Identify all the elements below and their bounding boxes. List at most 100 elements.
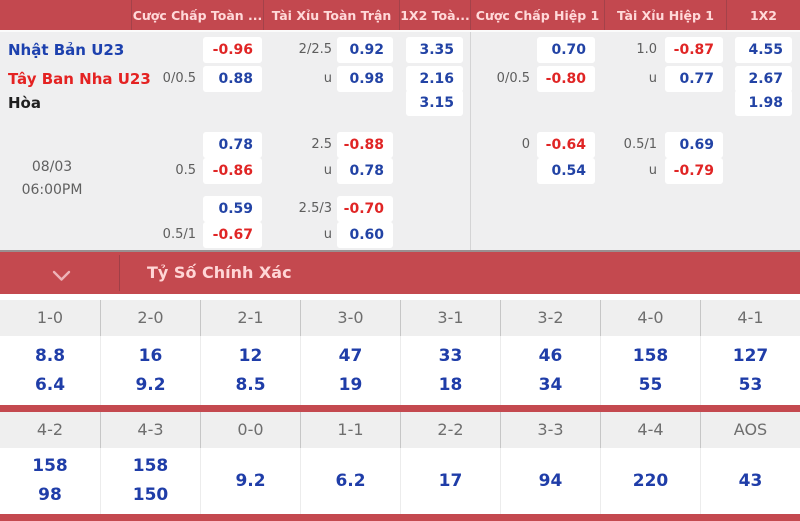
score-odds-cell: 46 34 xyxy=(500,336,600,405)
odds-value-button[interactable]: -0.64 xyxy=(537,132,595,158)
odds-column-header: Tài Xỉu Hiệp 1 xyxy=(604,0,726,30)
score-odds-value[interactable]: 12 xyxy=(238,345,263,366)
score-odds-value[interactable]: 158 xyxy=(132,456,169,476)
handicap-line-label: u xyxy=(323,163,332,178)
score-column: 2-1 12 8.5 xyxy=(200,300,300,405)
score-odds-value[interactable]: 43 xyxy=(738,470,763,491)
score-odds-cell: 43 xyxy=(700,448,800,514)
score-odds-value[interactable]: 8.8 xyxy=(34,345,66,366)
score-odds-value[interactable]: 6.2 xyxy=(335,470,366,491)
odds-column-header: Cược Chấp Hiệp 1 xyxy=(470,0,604,30)
odds-value-button[interactable]: -0.70 xyxy=(337,196,393,222)
odds-value-button[interactable]: 0.54 xyxy=(537,158,595,184)
odds-value-button[interactable]: 0.78 xyxy=(337,158,393,184)
odds-value-button[interactable]: -0.87 xyxy=(665,37,723,63)
handicap-line-label: 0/0.5 xyxy=(162,71,196,86)
score-odds-cell: 220 xyxy=(600,448,700,514)
score-column: 3-1 33 18 xyxy=(400,300,500,405)
score-label: 2-0 xyxy=(100,300,200,336)
fulltime-halftime-divider xyxy=(470,32,471,250)
correct-score-banner[interactable]: Tỷ Số Chính Xác xyxy=(0,252,800,294)
odds-value-button[interactable]: 3.15 xyxy=(406,90,463,116)
score-odds-value[interactable]: 16 xyxy=(138,345,163,366)
score-label: 1-0 xyxy=(0,300,100,336)
odds-value-button[interactable]: -0.88 xyxy=(337,132,393,158)
score-odds-value[interactable]: 9.2 xyxy=(135,374,166,395)
odds-value-button[interactable]: -0.67 xyxy=(203,222,262,248)
score-odds-value[interactable]: 18 xyxy=(438,374,463,395)
score-column: 2-0 16 9.2 xyxy=(100,300,200,405)
handicap-line-label: u xyxy=(323,71,332,86)
score-label: 4-1 xyxy=(700,300,800,336)
score-label: 1-1 xyxy=(300,412,400,448)
score-column: 3-2 46 34 xyxy=(500,300,600,405)
odds-column-header: 1X2 xyxy=(726,0,800,30)
score-label: 4-2 xyxy=(0,412,100,448)
score-odds-value[interactable]: 158 xyxy=(632,345,669,366)
odds-column-header: Cược Chấp Toàn ... xyxy=(131,0,263,30)
score-odds-cell: 158 55 xyxy=(600,336,700,405)
odds-value-button[interactable]: 3.35 xyxy=(406,37,463,63)
score-odds-value[interactable]: 46 xyxy=(538,345,563,366)
odds-value-button[interactable]: 2.16 xyxy=(406,66,463,92)
odds-value-button[interactable]: -0.79 xyxy=(665,158,723,184)
odds-value-button[interactable]: 0.70 xyxy=(537,37,595,63)
odds-value-button[interactable]: 1.98 xyxy=(735,90,792,116)
odds-value-button[interactable]: 0.59 xyxy=(203,196,262,222)
odds-column-header: 1X2 Toà... xyxy=(399,0,470,30)
score-odds-value[interactable]: 34 xyxy=(538,374,563,395)
odds-value-button[interactable]: 0.60 xyxy=(337,222,393,248)
odds-value-button[interactable]: 0.69 xyxy=(665,132,723,158)
handicap-line-label: u xyxy=(323,227,332,242)
team-name: Hòa xyxy=(8,94,41,112)
odds-value-button[interactable]: -0.96 xyxy=(203,37,262,63)
odds-value-button[interactable]: -0.80 xyxy=(537,66,595,92)
odds-value-button[interactable]: 0.77 xyxy=(665,66,723,92)
odds-value-button[interactable]: 0.98 xyxy=(337,66,393,92)
handicap-line-label: 1.0 xyxy=(636,42,657,57)
score-odds-value[interactable]: 55 xyxy=(638,374,663,395)
handicap-line-label: 0.5/1 xyxy=(162,227,196,242)
score-odds-value[interactable]: 19 xyxy=(338,374,363,395)
score-odds-value[interactable]: 8.5 xyxy=(235,374,266,395)
score-column: 2-2 17 xyxy=(400,412,500,514)
score-odds-value[interactable]: 9.2 xyxy=(235,470,266,491)
score-column: 0-0 9.2 xyxy=(200,412,300,514)
correct-score-grid-row-2: 4-2 158 98 4-3 158 150 0-0 9.2 1-1 6.2 2-2 17 3-3 94 4… xyxy=(0,405,800,521)
score-odds-value[interactable]: 150 xyxy=(132,485,169,505)
score-odds-cell: 9.2 xyxy=(200,448,300,514)
score-label: 2-2 xyxy=(400,412,500,448)
score-odds-value[interactable]: 127 xyxy=(732,345,769,366)
odds-value-button[interactable]: -0.86 xyxy=(203,158,262,184)
score-odds-value[interactable]: 53 xyxy=(738,374,763,395)
match-datetime: 08/03 06:00PM xyxy=(0,156,104,202)
score-column: AOS 43 xyxy=(700,412,800,514)
odds-value-button[interactable]: 2.67 xyxy=(735,66,792,92)
handicap-line-label: 2.5 xyxy=(311,137,332,152)
odds-value-button[interactable]: 0.92 xyxy=(337,37,393,63)
odds-value-button[interactable]: 0.88 xyxy=(203,66,262,92)
score-odds-cell: 127 53 xyxy=(700,336,800,405)
score-odds-value[interactable]: 94 xyxy=(538,470,563,491)
score-odds-value[interactable]: 6.4 xyxy=(34,374,66,395)
handicap-line-label: 0.5 xyxy=(175,163,196,178)
chevron-down-icon[interactable] xyxy=(52,267,71,286)
score-odds-value[interactable]: 98 xyxy=(38,485,62,505)
score-odds-cell: 94 xyxy=(500,448,600,514)
score-label: AOS xyxy=(700,412,800,448)
score-column: 4-2 158 98 xyxy=(0,412,100,514)
odds-value-button[interactable]: 0.78 xyxy=(203,132,262,158)
score-odds-value[interactable]: 220 xyxy=(632,470,669,491)
score-odds-value[interactable]: 158 xyxy=(32,456,68,476)
odds-value-button[interactable]: 4.55 xyxy=(735,37,792,63)
score-odds-cell: 158 150 xyxy=(100,448,200,514)
match-date: 08/03 xyxy=(31,159,73,175)
handicap-line-label: u xyxy=(648,163,657,178)
banner-divider xyxy=(119,255,120,291)
team-name: Tây Ban Nha U23 xyxy=(8,70,151,88)
score-odds-value[interactable]: 17 xyxy=(438,470,463,491)
score-label: 4-4 xyxy=(600,412,700,448)
score-odds-value[interactable]: 33 xyxy=(438,345,463,366)
score-odds-value[interactable]: 47 xyxy=(338,345,363,366)
